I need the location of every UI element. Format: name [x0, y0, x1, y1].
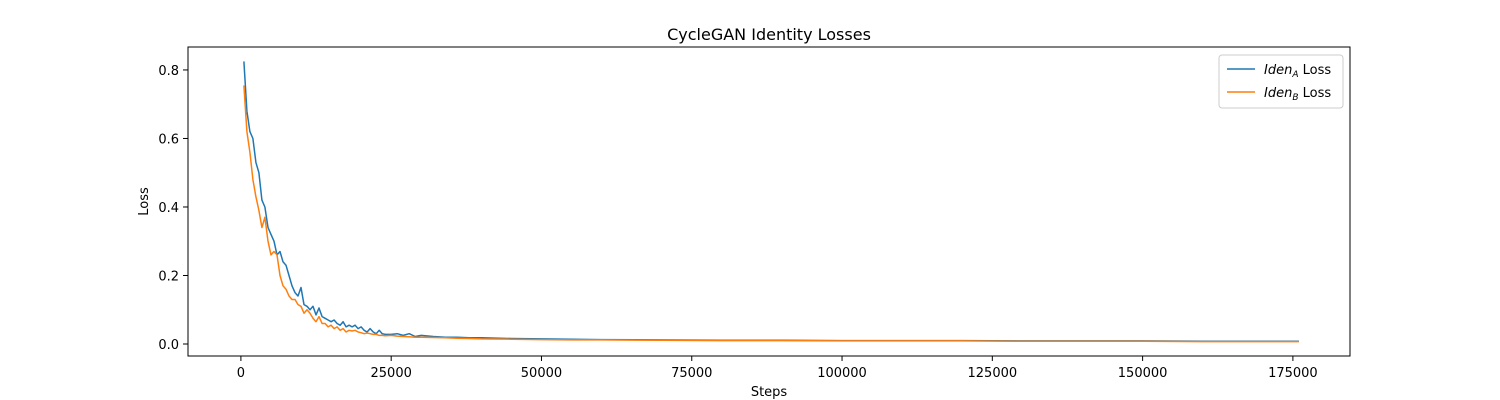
series-line-a — [243, 61, 1299, 343]
plot-frame — [187, 46, 1351, 357]
y-tick-label: 0.8 — [158, 64, 179, 79]
x-tick-label: 75000 — [671, 366, 712, 381]
y-tick-label: 0.2 — [158, 269, 179, 284]
legend-label-b: IdenB Loss — [1264, 86, 1331, 103]
x-tick-label: 25000 — [371, 366, 412, 381]
series-line-b — [243, 85, 1299, 343]
x-tick-label: 50000 — [521, 366, 562, 381]
x-tick-label: 150000 — [1118, 366, 1168, 381]
y-tick-label: 0.4 — [158, 201, 179, 216]
y-tick-label: 0.6 — [158, 132, 179, 147]
y-tick-label: 0.0 — [158, 338, 179, 353]
x-tick-label: 125000 — [968, 366, 1018, 381]
legend-label-a: IdenA Loss — [1264, 63, 1331, 80]
x-axis: 0 25000 50000 75000 100000 125000 150000 175000 — [237, 356, 1318, 381]
x-axis-label: Steps — [751, 385, 788, 400]
legend: IdenA Loss IdenB Loss — [1218, 54, 1344, 109]
x-tick-label: 175000 — [1268, 366, 1318, 381]
plot-area — [243, 61, 1299, 343]
chart-title: CycleGAN Identity Losses — [667, 25, 871, 44]
y-axis-label: Loss — [137, 187, 152, 216]
x-tick-label: 100000 — [817, 366, 867, 381]
y-axis: 0.0 0.2 0.4 0.6 0.8 — [158, 64, 188, 353]
x-tick-label: 0 — [237, 366, 245, 381]
